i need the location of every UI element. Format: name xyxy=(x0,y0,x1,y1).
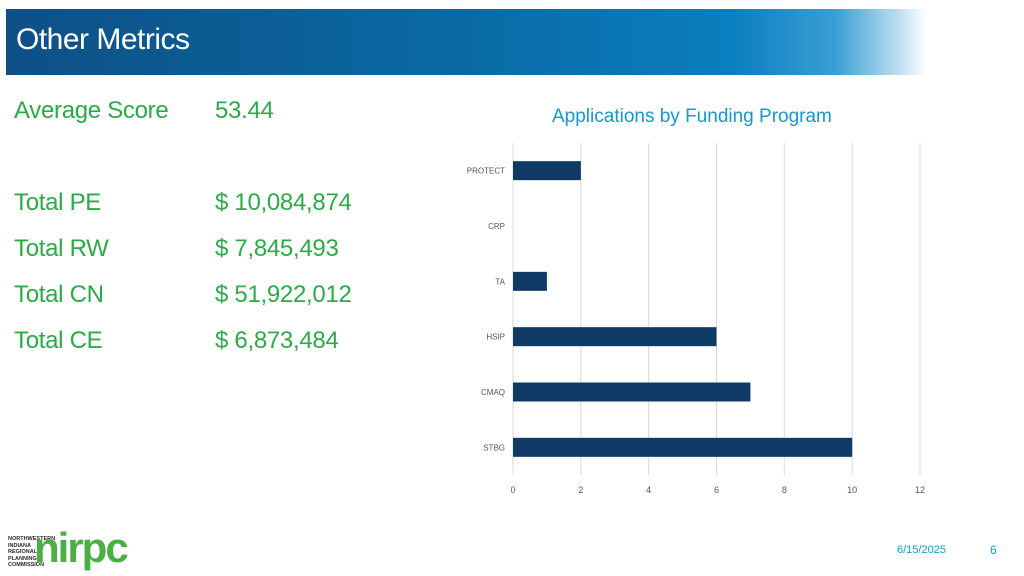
category-label: TA xyxy=(495,277,505,286)
metric-value-total-rw: $ 7,845,493 xyxy=(215,235,339,262)
category-label: CMAQ xyxy=(481,388,505,397)
category-label: CRP xyxy=(488,222,505,231)
header-banner: Other Metrics xyxy=(6,9,1018,75)
category-label: PROTECT xyxy=(467,167,505,176)
page-number: 6 xyxy=(990,543,997,557)
x-tick-label: 2 xyxy=(578,485,583,495)
metric-label-total-rw: Total RW xyxy=(14,235,109,262)
footer-date: 6/15/2025 xyxy=(897,544,946,556)
metric-value-total-pe: $ 10,084,874 xyxy=(215,189,352,216)
bar-hsip xyxy=(513,327,717,347)
metric-label-total-cn: Total CN xyxy=(14,281,104,308)
metric-value-average-score: 53.44 xyxy=(215,97,274,124)
metric-label-total-pe: Total PE xyxy=(14,189,101,216)
category-label: HSIP xyxy=(486,333,505,342)
logo-wordmark: nirpc xyxy=(34,524,129,571)
chart-title: Applications by Funding Program xyxy=(552,106,832,127)
metric-label-total-ce: Total CE xyxy=(14,327,103,354)
x-tick-label: 10 xyxy=(847,485,857,495)
x-tick-label: 4 xyxy=(646,485,651,495)
logo-small-text: NORTHWESTERN INDIANA REGIONAL PLANNING C… xyxy=(8,536,56,569)
x-tick-label: 8 xyxy=(782,485,787,495)
bar-protect xyxy=(513,161,581,181)
metric-value-total-cn: $ 51,922,012 xyxy=(215,281,352,308)
category-label: STBG xyxy=(483,443,505,452)
bar-stbg xyxy=(513,437,853,457)
metric-label-average-score: Average Score xyxy=(14,97,169,124)
nirpc-logo: NORTHWESTERN INDIANA REGIONAL PLANNING C… xyxy=(8,524,138,574)
x-tick-label: 12 xyxy=(915,485,925,495)
x-tick-label: 6 xyxy=(714,485,719,495)
bar-cmaq xyxy=(513,382,751,402)
x-tick-label: 0 xyxy=(510,485,515,495)
metric-value-total-ce: $ 6,873,484 xyxy=(215,327,339,354)
page-title: Other Metrics xyxy=(16,23,190,56)
bar-ta xyxy=(513,271,547,291)
